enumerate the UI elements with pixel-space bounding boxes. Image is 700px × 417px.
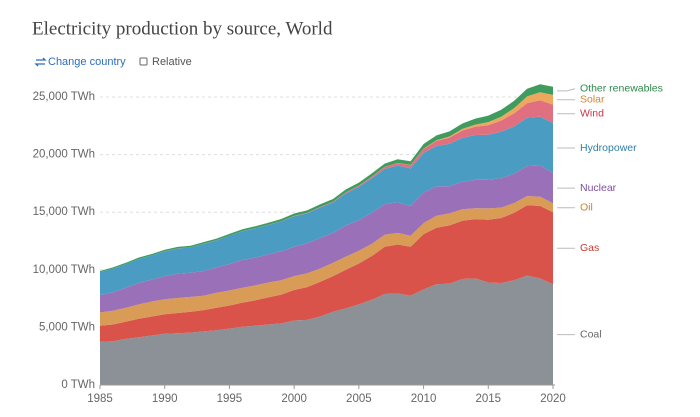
change-country-link[interactable]: Change country — [48, 56, 126, 68]
series-label: Wind — [580, 108, 604, 120]
area — [100, 196, 553, 326]
area — [100, 100, 553, 273]
y-tick-label: 0 TWh — [61, 379, 95, 391]
x-tick-label: 2020 — [540, 393, 566, 405]
series-label: Oil — [580, 201, 593, 213]
chart-title: Electricity production by source, World — [32, 18, 333, 39]
series-label: Hydropower — [580, 142, 637, 154]
relative-toggle[interactable]: Relative — [139, 56, 192, 68]
relative-label[interactable]: Relative — [152, 56, 192, 68]
checkbox[interactable] — [139, 57, 148, 66]
area — [100, 205, 553, 342]
x-tick-label: 1995 — [217, 393, 243, 405]
series-label: Gas — [580, 242, 599, 254]
x-tick-label: 1990 — [152, 393, 178, 405]
area — [100, 116, 553, 296]
x-tick-label: 2015 — [475, 393, 501, 405]
x-tick-label: 2010 — [411, 393, 437, 405]
series-label: Solar — [580, 94, 605, 106]
y-tick-label: 10,000 TWh — [33, 264, 95, 276]
series-label: Other renewables — [580, 83, 663, 95]
area — [100, 275, 553, 385]
x-tick-label: 2005 — [346, 393, 372, 405]
series-label: Nuclear — [580, 182, 617, 194]
x-tick-label: 2000 — [281, 393, 307, 405]
series-label: Coal — [580, 328, 602, 340]
area — [100, 165, 553, 313]
x-tick-label: 1985 — [87, 393, 113, 405]
leader-line — [557, 88, 576, 92]
change-country-button[interactable]: Change country — [34, 56, 126, 68]
y-tick-label: 15,000 TWh — [33, 206, 95, 218]
y-tick-label: 5,000 TWh — [39, 321, 95, 333]
y-tick-label: 20,000 TWh — [33, 149, 95, 161]
swap-icon — [34, 57, 47, 67]
y-tick-label: 25,000 TWh — [33, 91, 95, 103]
